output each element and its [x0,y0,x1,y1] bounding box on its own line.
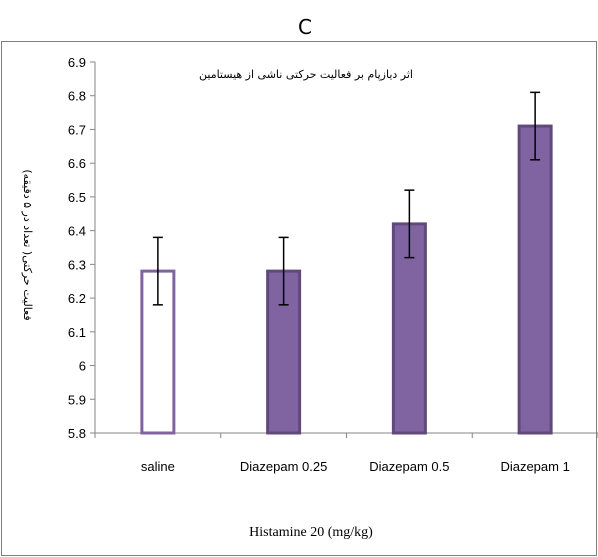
y-tick-label: 6.5 [68,190,86,205]
y-tick-label: 6.6 [68,156,86,171]
error-bars [152,91,541,306]
y-tick-label: 6.4 [68,224,86,239]
y-tick-label: 6.8 [68,89,86,104]
y-tick-label: 6.3 [68,257,86,272]
y-tick-label: 6 [79,359,86,374]
y-tick-label: 5.9 [68,392,86,407]
panel-label: C [298,15,312,39]
x-axis-ticks [94,433,598,438]
category-label: Diazepam 0.5 [369,459,449,474]
category-label: saline [141,459,175,474]
bar [517,124,553,435]
y-tick-label: 6.9 [68,55,86,70]
chart-title: اثر دیازپام بر فعالیت حرکتی ناشی از هیست… [199,68,413,81]
y-tick-label: 6.2 [68,291,86,306]
y-axis-ticks: 5.8 5.9 6 6.1 6.2 6.3 6.4 6.5 6.6 6.7 6.8 6.9 [68,55,95,441]
x-axis-label: Histamine 20 (mg/kg) [249,525,373,540]
category-labels: saline Diazepam 0.25 Diazepam 0.5 Diazepam … [141,459,570,474]
y-tick-label: 5.8 [68,426,86,441]
category-label: Diazepam 0.25 [240,459,327,474]
y-tick-label: 6.7 [68,122,86,137]
y-axis-label: فعالیت حرکتی( تعداد در ۵ دقیقه) [21,169,34,320]
category-label: Diazepam 1 [500,459,569,474]
y-tick-label: 6.1 [68,325,86,340]
